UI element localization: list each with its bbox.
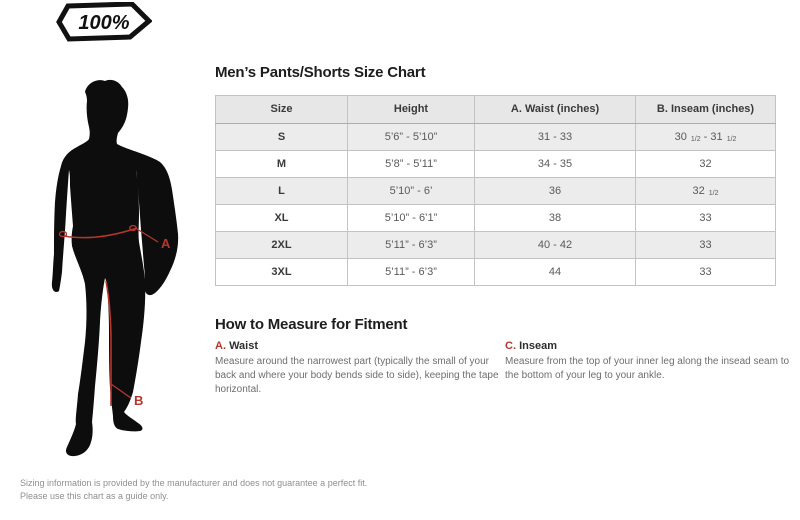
table-cell: 5’6” - 5’10”	[347, 123, 475, 151]
table-row: S 5’6” - 5’10” 31 - 33 30 1/2 - 31 1/2	[215, 123, 776, 151]
measure-label-inseam: Inseam	[519, 340, 557, 352]
inseam-measure-line	[105, 280, 112, 406]
table-cell: 5’10” - 6’1”	[347, 204, 475, 232]
column-header: A. Waist (inches)	[474, 95, 636, 124]
table-cell: 33	[635, 231, 776, 259]
table-row: L 5’10” - 6’ 36 32 1/2	[215, 177, 776, 205]
table-row: 3XL 5’11” - 6’3” 44 33	[215, 258, 776, 286]
disclaimer-line-1: Sizing information is provided by the ma…	[20, 478, 368, 488]
table-row: 2XL 5’11” - 6’3” 40 - 42 33	[215, 231, 776, 259]
measure-section-title: How to Measure for Fitment	[215, 316, 408, 333]
inseam-label: B	[134, 393, 143, 408]
size-cell: S	[215, 123, 348, 151]
table-header-row: Size Height A. Waist (inches) B. Inseam (in…	[215, 95, 776, 124]
measure-text-inseam: Measure from the top of your inner leg a…	[505, 356, 790, 381]
column-header: Height	[347, 95, 475, 124]
column-header: Size	[215, 95, 348, 124]
table-cell: 44	[474, 258, 636, 286]
column-header: B. Inseam (inches)	[635, 95, 776, 124]
table-row: M 5’8” - 5’11” 34 - 35 32	[215, 150, 776, 178]
silhouette-svg: A B	[51, 79, 179, 457]
brand-logo: 100%	[56, 1, 153, 42]
measure-key-c: C.	[505, 340, 516, 352]
table-body: S 5’6” - 5’10” 31 - 33 30 1/2 - 31 1/2 M 5’8”…	[215, 123, 776, 286]
table-cell: 5’11” - 6’3”	[347, 258, 475, 286]
size-chart-table: Size Height A. Waist (inches) B. Inseam (in…	[215, 95, 776, 286]
table-cell: 30 1/2 - 31 1/2	[635, 123, 776, 151]
size-cell: M	[215, 150, 348, 178]
body-silhouette-figure: A B	[25, 78, 195, 468]
waist-tape-loop-left	[58, 230, 68, 238]
logo-hexagon	[56, 1, 153, 42]
size-cell: XL	[215, 204, 348, 232]
measure-text-waist: Measure around the narrowest part (typic…	[215, 356, 499, 395]
measure-key-a: A.	[215, 340, 226, 352]
table-cell: 5’11” - 6’3”	[347, 231, 475, 259]
page-title: Men’s Pants/Shorts Size Chart	[215, 64, 426, 81]
table-cell: 36	[474, 177, 636, 205]
size-cell: 3XL	[215, 258, 348, 286]
logo-text: 100%	[78, 12, 129, 34]
half-fraction: 1/2	[690, 135, 701, 143]
inseam-leader-line	[110, 383, 132, 399]
waist-label: A	[161, 236, 171, 251]
table-cell: 34 - 35	[474, 150, 636, 178]
measure-item-heading: C. Inseam	[505, 340, 793, 352]
waist-tape-loop-right	[129, 224, 137, 232]
table-cell: 33	[635, 204, 776, 232]
table-cell: 38	[474, 204, 636, 232]
logo-badge-icon: 100%	[56, 1, 153, 42]
measure-item-heading: A. Waist	[215, 340, 511, 352]
measure-label-waist: Waist	[229, 340, 258, 352]
table-cell: 32	[635, 150, 776, 178]
half-fraction: 1/2	[726, 135, 737, 143]
male-silhouette	[51, 79, 179, 457]
measure-item-inseam: C. Inseam Measure from the top of your i…	[505, 340, 793, 383]
table-row: XL 5’10” - 6’1” 38 33	[215, 204, 776, 232]
table-cell: 5’10” - 6’	[347, 177, 475, 205]
size-cell: L	[215, 177, 348, 205]
disclaimer: Sizing information is provided by the ma…	[20, 477, 367, 503]
table-header: Size Height A. Waist (inches) B. Inseam (in…	[215, 95, 776, 124]
waist-leader-line	[136, 228, 159, 243]
table-cell: 33	[635, 258, 776, 286]
size-cell: 2XL	[215, 231, 348, 259]
table-cell: 32 1/2	[635, 177, 776, 205]
disclaimer-line-2: Please use this chart as a guide only.	[20, 491, 169, 502]
table-cell: 5’8” - 5’11”	[347, 150, 475, 178]
half-fraction: 1/2	[708, 189, 719, 197]
measure-item-waist: A. Waist Measure around the narrowest pa…	[215, 340, 511, 397]
table-cell: 40 - 42	[474, 231, 636, 259]
table-cell: 31 - 33	[474, 123, 636, 151]
